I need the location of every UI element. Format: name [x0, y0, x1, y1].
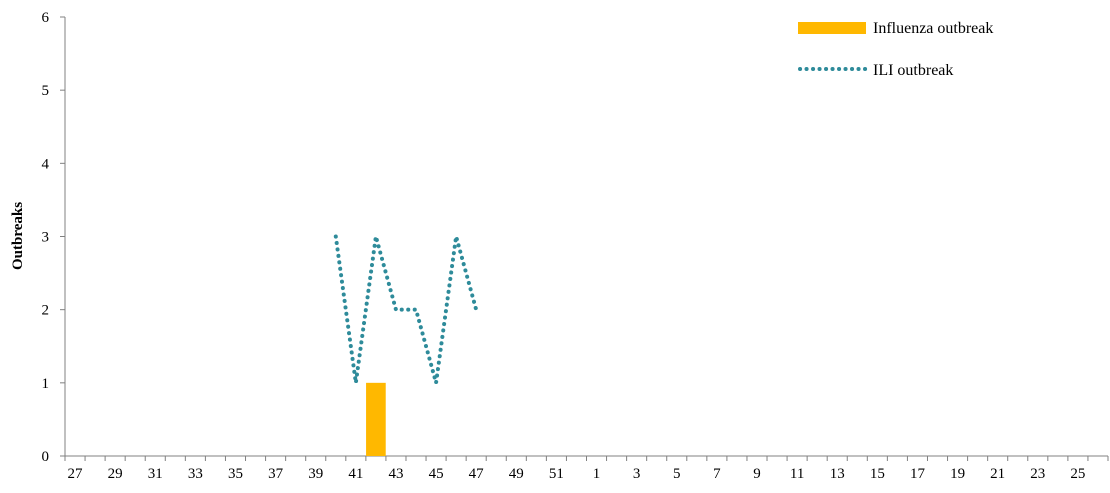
line-ili-outbreak — [333, 234, 479, 385]
x-tick-label: 13 — [830, 466, 845, 482]
bar-influenza-outbreak — [366, 382, 386, 456]
x-tick-label: 1 — [593, 466, 601, 482]
y-tick-label: 0 — [42, 449, 50, 465]
x-tick-label: 11 — [790, 466, 804, 482]
x-tick-label: 15 — [870, 466, 885, 482]
x-tick-label: 19 — [950, 466, 965, 482]
x-tick-label: 35 — [228, 466, 243, 482]
y-tick-label: 1 — [42, 376, 50, 392]
x-tick-label: 29 — [108, 466, 123, 482]
y-tick-label: 5 — [42, 83, 50, 99]
legend-swatch-influenza — [798, 22, 866, 34]
x-tick-label: 45 — [429, 466, 444, 482]
x-tick-label: 43 — [388, 466, 403, 482]
legend-label-influenza: Influenza outbreak — [873, 20, 993, 37]
y-axis-title: Outbreaks — [10, 202, 26, 270]
x-tick-label: 23 — [1030, 466, 1045, 482]
x-tick-label: 3 — [633, 466, 641, 482]
x-tick-label: 49 — [509, 466, 524, 482]
y-tick-label: 3 — [42, 230, 50, 246]
x-tick-label: 17 — [910, 466, 926, 482]
x-tick-label: 25 — [1070, 466, 1085, 482]
x-tick-label: 5 — [673, 466, 681, 482]
bars — [366, 382, 386, 456]
y-tick-label: 2 — [42, 303, 50, 319]
x-tick-label: 21 — [990, 466, 1005, 482]
x-tick-label: 9 — [753, 466, 761, 482]
x-tick-label: 31 — [148, 466, 163, 482]
legend: Influenza outbreak ILI outbreak — [798, 20, 993, 79]
x-tick-label: 7 — [713, 466, 721, 482]
y-tick-label: 6 — [42, 10, 50, 26]
axes — [60, 16, 1109, 461]
x-tick-label: 51 — [549, 466, 564, 482]
x-tick-label: 41 — [348, 466, 363, 482]
x-tick-label: 39 — [308, 466, 323, 482]
x-tick-label: 27 — [68, 466, 84, 482]
legend-label-ili: ILI outbreak — [873, 62, 953, 79]
x-tick-label: 37 — [268, 466, 284, 482]
x-tick-label: 33 — [188, 466, 203, 482]
lines — [333, 234, 479, 385]
y-tick-label: 4 — [42, 156, 50, 172]
x-tick-label: 47 — [469, 466, 485, 482]
